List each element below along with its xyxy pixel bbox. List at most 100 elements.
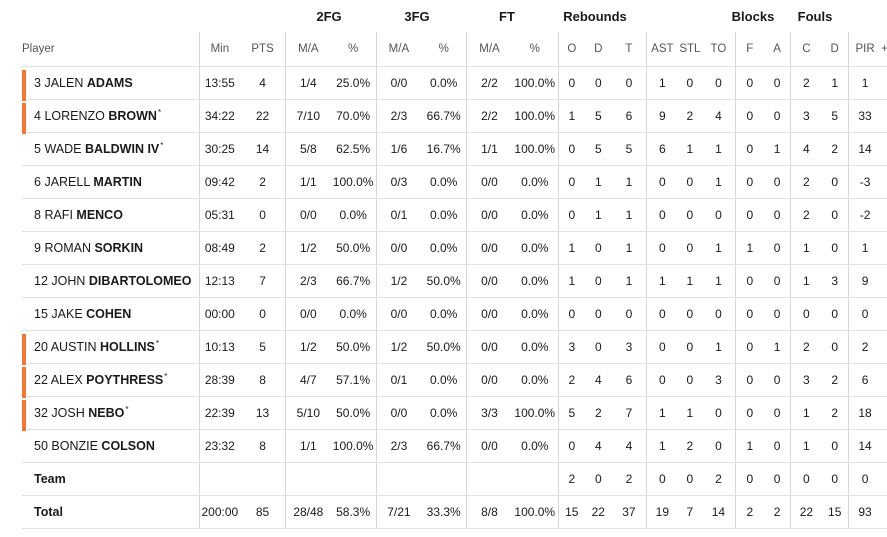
- stat-reb-d: 0: [584, 264, 612, 298]
- stat-plusminus: [881, 363, 887, 397]
- player-first-name: RAFI: [44, 208, 73, 223]
- stat-reb-t: 4: [611, 429, 648, 463]
- stat-stl: 0: [677, 198, 703, 232]
- player-name-cell[interactable]: 50 BONZIE COLSON: [22, 429, 200, 463]
- player-row[interactable]: 20 AUSTIN HOLLINS* 10:13 5 1/2 50.0% 1/2 50.0%…: [22, 330, 887, 365]
- stat-min: 30:25: [199, 132, 241, 166]
- stat-ft-ma: 2/2: [466, 99, 512, 133]
- stat-pir: 1: [848, 66, 882, 100]
- col-min[interactable]: Min: [199, 32, 241, 67]
- player-row[interactable]: 15 JAKE COHEN 00:00 0 0/0 0.0% 0/0 0.0% 0/0 0.0%…: [22, 297, 887, 331]
- stat-blk-a: 1: [763, 330, 792, 364]
- stat-2fg-pct: 0.0%: [330, 297, 377, 331]
- col-stl[interactable]: STL: [677, 32, 703, 67]
- player-name-cell[interactable]: 22 ALEX POYTHRESS*: [22, 363, 200, 398]
- player-number: 50: [34, 439, 48, 454]
- player-name-cell[interactable]: 8 RAFI MENCO: [22, 198, 200, 232]
- stat-ft-ma: [466, 462, 512, 496]
- col-reb-o[interactable]: O: [558, 32, 585, 67]
- player-row[interactable]: 5 WADE BALDWIN IV* 30:25 14 5/8 62.5% 1/6 16.7…: [22, 132, 887, 166]
- col-blk-f[interactable]: F: [735, 32, 764, 67]
- stat-2fg-ma: 28/48: [285, 495, 331, 529]
- stat-3fg-pct: 0.0%: [421, 198, 468, 232]
- stat-blk-f: 2: [735, 495, 764, 529]
- col-2fg-ma[interactable]: M/A: [285, 32, 331, 67]
- player-row[interactable]: 6 JARELL MARTIN 09:42 2 1/1 100.0% 0/3 0.0% 0/0…: [22, 165, 887, 199]
- player-row[interactable]: 4 LORENZO BROWN* 34:22 22 7/10 70.0% 2/3 66.7%…: [22, 99, 887, 134]
- stat-reb-t: 1: [611, 198, 648, 232]
- stat-reb-t: 0: [611, 297, 648, 331]
- stat-foul-c: 2: [790, 330, 822, 364]
- col-plusminus[interactable]: +/: [881, 32, 887, 67]
- col-ft-ma[interactable]: M/A: [466, 32, 512, 67]
- stat-foul-d: 0: [821, 198, 849, 232]
- player-row[interactable]: 50 BONZIE COLSON 23:32 8 1/1 100.0% 2/3 66.7% 0…: [22, 429, 887, 463]
- starter-indicator-bar: [22, 70, 26, 101]
- stat-plusminus: [881, 198, 887, 232]
- stat-foul-d: 3: [821, 264, 849, 298]
- col-blk-a[interactable]: A: [763, 32, 792, 67]
- col-ast[interactable]: AST: [646, 32, 678, 67]
- stat-reb-d: 0: [584, 462, 612, 496]
- stat-blk-a: 0: [763, 165, 792, 199]
- stat-3fg-ma: 1/6: [376, 132, 422, 166]
- stat-to: 1: [702, 330, 736, 364]
- stat-reb-t: 1: [611, 165, 648, 199]
- stat-blk-a: 0: [763, 429, 792, 463]
- player-row[interactable]: 9 ROMAN SORKIN 08:49 2 1/2 50.0% 0/0 0.0% 0/0 0.…: [22, 231, 887, 265]
- player-name-cell[interactable]: 20 AUSTIN HOLLINS*: [22, 330, 200, 365]
- player-name-cell[interactable]: 3 JALEN ADAMS: [22, 66, 200, 101]
- player-row[interactable]: 3 JALEN ADAMS 13:55 4 1/4 25.0% 0/0 0.0% 2/2 100…: [22, 66, 887, 101]
- stat-2fg-ma: [285, 462, 331, 496]
- stat-pts: 85: [240, 495, 286, 529]
- player-name-cell[interactable]: 6 JARELL MARTIN: [22, 165, 200, 199]
- player-row[interactable]: 22 ALEX POYTHRESS* 28:39 8 4/7 57.1% 0/1 0.0% 0…: [22, 363, 887, 398]
- player-name-cell[interactable]: 15 JAKE COHEN: [22, 297, 200, 331]
- col-2fg-pct[interactable]: %: [330, 32, 377, 67]
- stat-3fg-ma: 1/2: [376, 330, 422, 364]
- player-name-cell[interactable]: 5 WADE BALDWIN IV*: [22, 132, 200, 166]
- player-row[interactable]: 12 JOHN DIBARTOLOMEO 12:13 7 2/3 66.7% 1/2 50.…: [22, 264, 887, 298]
- stat-3fg-ma: 0/3: [376, 165, 422, 199]
- player-name-cell[interactable]: 12 JOHN DIBARTOLOMEO: [22, 264, 200, 298]
- col-foul-c[interactable]: C: [790, 32, 822, 67]
- stat-foul-d: 0: [821, 165, 849, 199]
- player-number: 20: [34, 340, 48, 355]
- player-row[interactable]: 8 RAFI MENCO 05:31 0 0/0 0.0% 0/1 0.0% 0/0 0.0% 0…: [22, 198, 887, 232]
- col-reb-d[interactable]: D: [584, 32, 612, 67]
- stat-ast: 0: [646, 462, 678, 496]
- stat-2fg-pct: 58.3%: [330, 495, 377, 529]
- stat-pts: 0: [240, 297, 286, 331]
- stat-3fg-ma: 0/1: [376, 363, 422, 397]
- stat-ast: 0: [646, 363, 678, 397]
- player-name-cell[interactable]: 4 LORENZO BROWN*: [22, 99, 200, 134]
- col-3fg-ma[interactable]: M/A: [376, 32, 422, 67]
- player-last-name: MENCO: [76, 208, 123, 223]
- stat-ft-ma: 0/0: [466, 429, 512, 463]
- player-row[interactable]: 32 JOSH NEBO* 22:39 13 5/10 50.0% 0/0 0.0% 3/3 1…: [22, 396, 887, 431]
- stat-ft-ma: 0/0: [466, 165, 512, 199]
- player-name-cell[interactable]: 32 JOSH NEBO*: [22, 396, 200, 431]
- stat-pir: 93: [848, 495, 882, 529]
- stat-foul-d: 0: [821, 297, 849, 331]
- stat-pts: 14: [240, 132, 286, 166]
- stat-foul-d: 2: [821, 363, 849, 397]
- col-ft-pct[interactable]: %: [511, 32, 559, 67]
- group-blocks: Blocks: [731, 9, 775, 24]
- col-player[interactable]: Player: [22, 32, 200, 67]
- player-last-name: SORKIN: [94, 241, 144, 256]
- stat-2fg-ma: 7/10: [285, 99, 331, 133]
- col-pts[interactable]: PTS: [240, 32, 286, 67]
- player-name-cell[interactable]: 9 ROMAN SORKIN: [22, 231, 200, 265]
- col-to[interactable]: TO: [702, 32, 736, 67]
- player-number: 4: [34, 109, 41, 124]
- col-3fg-pct[interactable]: %: [421, 32, 468, 67]
- row-label: Total: [34, 505, 63, 519]
- stat-pts: [240, 462, 286, 496]
- stat-reb-o: 0: [558, 132, 585, 166]
- col-pir[interactable]: PIR: [848, 32, 882, 67]
- stat-reb-o: 1: [558, 264, 585, 298]
- player-last-name: HOLLINS: [100, 340, 155, 355]
- col-foul-d[interactable]: D: [821, 32, 849, 67]
- col-reb-t[interactable]: T: [611, 32, 648, 67]
